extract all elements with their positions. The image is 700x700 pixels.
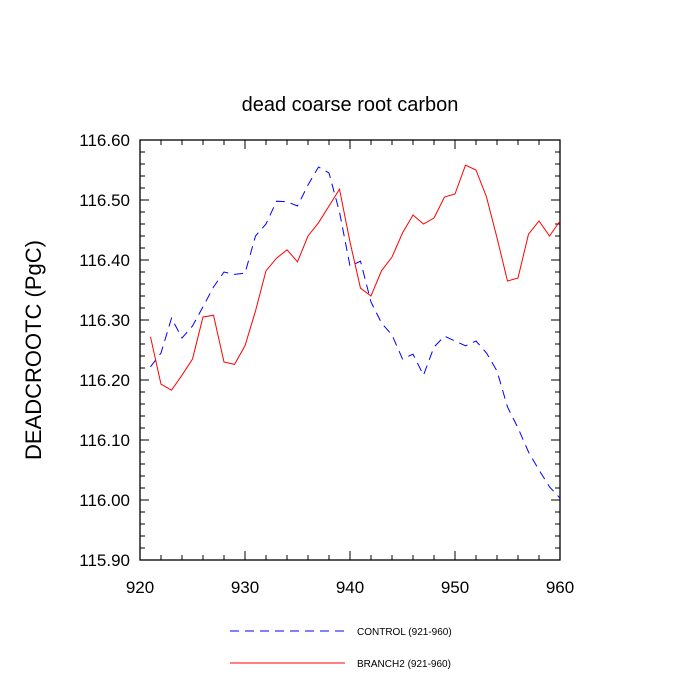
y-tick-label: 116.30 — [79, 311, 130, 330]
y-tick-label: 116.50 — [79, 191, 130, 210]
x-tick-label: 960 — [546, 578, 574, 597]
series-line-1 — [150, 166, 561, 499]
y-axis-label: DEADCROOTC (PgC) — [21, 240, 46, 460]
legend-label-2: BRANCH2 (921-960) — [357, 659, 451, 670]
series-line-2 — [150, 164, 561, 391]
legend: CONTROL (921-960) BRANCH2 (921-960) — [230, 627, 452, 670]
x-tick-label: 940 — [336, 578, 364, 597]
y-tick-label: 116.20 — [79, 371, 130, 390]
plot-area: 920 930 940 950 960 115.90 116.00 116.10 116.20 1… — [79, 131, 574, 597]
chart-title: dead coarse root carbon — [242, 94, 459, 116]
legend-label-1: CONTROL (921-960) — [357, 627, 452, 638]
y-tick-label: 116.00 — [79, 491, 130, 510]
plot-frame — [139, 139, 561, 561]
y-tick-label: 116.60 — [79, 131, 130, 150]
x-tick-label: 930 — [231, 578, 259, 597]
y-tick-label: 115.90 — [79, 551, 130, 570]
x-tick-label: 920 — [126, 578, 154, 597]
x-tick-label: 950 — [441, 578, 469, 597]
y-tick-label: 116.10 — [79, 431, 130, 450]
y-tick-label: 116.40 — [79, 251, 130, 270]
